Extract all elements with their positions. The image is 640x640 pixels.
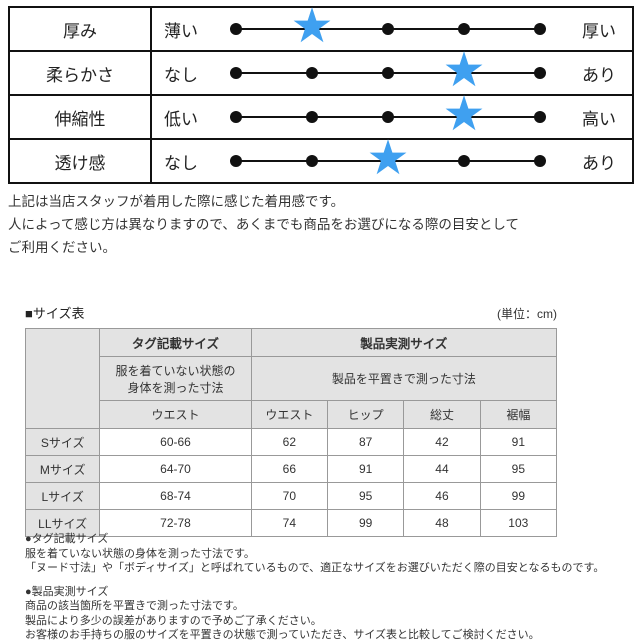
size-unit-label: (単位：cm) [497, 307, 557, 321]
size-row-l: Lサイズ 68-74 70 95 46 99 [24, 482, 558, 510]
footnote-line: 商品の該当箇所を平置きで測った寸法です。 [25, 600, 244, 612]
feel-attribute-label: 厚み [8, 6, 152, 52]
scale-dot-icon [534, 155, 546, 167]
size-footnotes: ●タグ記載サイズ 服を着ていない状態の身体を測った寸法です。 「ヌード寸法」や「… [25, 532, 635, 640]
size-row-label: Lサイズ [24, 482, 101, 510]
cell-tag-waist: 60-66 [99, 428, 252, 456]
feel-row-sheerness: 透け感 なし ★ あり [8, 132, 634, 186]
feel-row-stretch: 伸縮性 低い ★ 高い [8, 88, 634, 142]
scale-min-label: なし [164, 65, 198, 85]
fit-notes: 上記は当店スタッフが着用した際に感じた着用感です。 人によって感じ方は異なります… [8, 190, 632, 259]
scale-max-label: 厚い [582, 21, 616, 41]
feel-attribute-label: 伸縮性 [8, 94, 152, 140]
star-marker-icon: ★ [442, 88, 486, 142]
scale-dot-icon [458, 23, 470, 35]
scale-max-label: あり [582, 65, 616, 85]
column-header-hip: ヒップ [326, 400, 405, 429]
rating-scale: ★ [230, 0, 546, 54]
star-marker-icon: ★ [366, 132, 410, 186]
footnote-line: 「ヌード寸法」や「ボディサイズ」と呼ばれているもので、適正なサイズをお選びいただ… [25, 562, 605, 574]
column-header-waist: ウエスト [250, 400, 328, 429]
size-row-label: Sサイズ [24, 428, 101, 456]
column-header-length: 総丈 [403, 400, 481, 429]
cell-hip: 99 [326, 509, 405, 537]
tag-size-description: 服を着ていない状態の 身体を測った寸法 [99, 356, 252, 401]
column-header-tag-waist: ウエスト [99, 400, 252, 429]
cell-hem: 103 [479, 509, 558, 537]
scale-dot-icon [306, 111, 318, 123]
rating-scale: ★ [230, 132, 546, 186]
scale-dot-icon [306, 67, 318, 79]
fit-note-line: ご利用ください。 [8, 240, 116, 255]
scale-dot-icon [382, 111, 394, 123]
scale-max-label: 高い [582, 109, 616, 129]
scale-min-label: 薄い [164, 21, 198, 41]
cell-hip: 91 [326, 455, 405, 483]
cell-hem: 91 [479, 428, 558, 456]
scale-min-label: 低い [164, 109, 198, 129]
cell-hip: 87 [326, 428, 405, 456]
scale-dot-icon [306, 155, 318, 167]
cell-waist: 66 [250, 455, 328, 483]
tag-size-header: タグ記載サイズ [99, 328, 252, 357]
measured-size-description: 製品を平置きで測った寸法 [250, 356, 558, 401]
scale-line [236, 160, 540, 162]
scale-dot-icon [230, 155, 242, 167]
footnote-line: 製品により多少の誤差がありますので予めご了承ください。 [25, 614, 322, 627]
size-row-ll: LLサイズ 72-78 74 99 48 103 [24, 509, 558, 537]
size-row-label: LLサイズ [24, 509, 101, 537]
size-row-m: Mサイズ 64-70 66 91 44 95 [24, 455, 558, 483]
scale-min-label: なし [164, 153, 198, 173]
scale-max-label: あり [582, 153, 616, 173]
scale-dot-icon [534, 23, 546, 35]
size-row-s: Sサイズ 60-66 62 87 42 91 [24, 428, 558, 456]
footnote-line: 服を着ていない状態の身体を測った寸法です。 [25, 547, 255, 560]
measured-size-header: 製品実測サイズ [250, 328, 558, 357]
cell-hem: 99 [479, 482, 558, 510]
size-chart-section: ■サイズ表 (単位：cm) タグ記載サイズ 製品実測サイズ 服を着ていない状態の… [24, 303, 558, 537]
scale-dot-icon [230, 23, 242, 35]
cell-tag-waist: 68-74 [99, 482, 252, 510]
footnote-tag-size-heading: ●タグ記載サイズ [25, 533, 109, 545]
rating-scale: ★ [230, 88, 546, 142]
cell-waist: 62 [250, 428, 328, 456]
footnote-measured-size-heading: ●製品実測サイズ [25, 585, 109, 598]
star-marker-icon: ★ [290, 0, 334, 54]
feel-attribute-label: 柔らかさ [8, 50, 152, 96]
cell-length: 44 [403, 455, 481, 483]
scale-dot-icon [534, 67, 546, 79]
feel-row-softness: 柔らかさ なし ★ あり [8, 44, 634, 98]
cell-waist: 70 [250, 482, 328, 510]
column-header-hem: 裾幅 [479, 400, 558, 429]
size-chart-title: ■サイズ表 [25, 306, 85, 321]
scale-dot-icon [458, 155, 470, 167]
scale-dot-icon [230, 111, 242, 123]
size-chart-table: タグ記載サイズ 製品実測サイズ 服を着ていない状態の 身体を測った寸法 製品を平… [24, 328, 558, 537]
scale-dot-icon [230, 67, 242, 79]
cell-hip: 95 [326, 482, 405, 510]
star-marker-icon: ★ [442, 44, 486, 98]
cell-length: 46 [403, 482, 481, 510]
scale-dot-icon [534, 111, 546, 123]
rating-scale: ★ [230, 44, 546, 98]
feel-row-thickness: 厚み 薄い ★ 厚い [8, 0, 634, 54]
fit-note-line: 上記は当店スタッフが着用した際に感じた着用感です。 [8, 194, 345, 209]
fit-note-line: 人によって感じ方は異なりますので、あくまでも商品をお選びになる際の目安として [8, 217, 519, 232]
feel-rating-table: 厚み 薄い ★ 厚い 柔らかさ なし ★ あり 伸縮性 [8, 0, 634, 186]
corner-cell [24, 328, 101, 429]
feel-attribute-label: 透け感 [8, 138, 152, 184]
size-row-label: Mサイズ [24, 455, 101, 483]
cell-length: 42 [403, 428, 481, 456]
cell-hem: 95 [479, 455, 558, 483]
footnote-line: お客様のお手持ちの服のサイズを平置きの状態で測っていただき、サイズ表と比較してご… [25, 629, 540, 640]
cell-tag-waist: 64-70 [99, 455, 252, 483]
scale-dot-icon [382, 23, 394, 35]
scale-dot-icon [382, 67, 394, 79]
